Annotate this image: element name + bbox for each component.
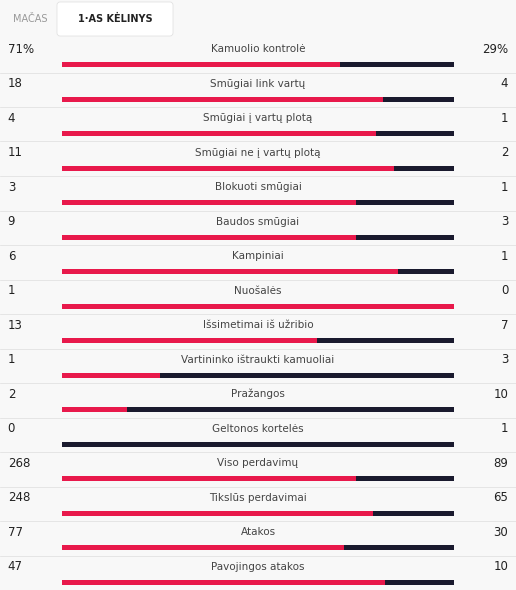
Text: 3: 3 [501, 215, 508, 228]
Bar [356, 235, 454, 240]
Text: 1: 1 [8, 353, 15, 366]
Text: Pražangos: Pražangos [231, 389, 285, 399]
Bar [62, 442, 454, 447]
Text: 10: 10 [493, 560, 508, 573]
Bar [62, 201, 454, 205]
Text: 0: 0 [8, 422, 15, 435]
Text: 6: 6 [8, 250, 15, 263]
Text: 1: 1 [501, 250, 508, 263]
Text: 9: 9 [8, 215, 15, 228]
Bar [356, 201, 454, 205]
Bar [62, 442, 454, 447]
Text: 3: 3 [501, 353, 508, 366]
Bar [62, 132, 376, 136]
Bar [62, 63, 341, 67]
Text: 1: 1 [8, 284, 15, 297]
Bar [62, 511, 454, 516]
Text: 268: 268 [8, 457, 30, 470]
Bar [127, 408, 454, 412]
Text: 248: 248 [8, 491, 30, 504]
Text: Pavojingos atakos: Pavojingos atakos [211, 562, 305, 572]
Text: 1: 1 [501, 181, 508, 194]
Text: 47: 47 [8, 560, 23, 573]
Text: Išsimetimai iš užribio: Išsimetimai iš užribio [203, 320, 313, 330]
Bar [62, 545, 454, 550]
Bar [357, 476, 454, 481]
Bar [62, 97, 383, 102]
Text: 18: 18 [8, 77, 23, 90]
Bar [394, 166, 454, 171]
Bar [62, 304, 454, 309]
Bar [383, 97, 454, 102]
FancyBboxPatch shape [57, 2, 173, 36]
Text: 10: 10 [493, 388, 508, 401]
Text: 0: 0 [501, 284, 508, 297]
Bar [62, 235, 356, 240]
Bar [317, 339, 454, 343]
Bar [62, 476, 454, 481]
Bar [62, 408, 454, 412]
Bar [62, 166, 394, 171]
Bar [62, 580, 454, 585]
Text: 71%: 71% [8, 42, 34, 55]
Text: Atakos: Atakos [240, 527, 276, 537]
Text: Tikslūs perdavimai: Tikslūs perdavimai [209, 493, 307, 503]
Text: Baudos smūgiai: Baudos smūgiai [216, 217, 300, 227]
Bar [62, 201, 356, 205]
Bar [62, 63, 454, 67]
Bar [62, 339, 454, 343]
Bar [344, 545, 454, 550]
Text: 29%: 29% [482, 42, 508, 55]
Text: 11: 11 [8, 146, 23, 159]
Bar [398, 270, 454, 274]
Text: 4: 4 [8, 112, 15, 124]
Bar [160, 373, 454, 378]
Text: MAČAS: MAČAS [13, 14, 47, 24]
Text: 1: 1 [501, 422, 508, 435]
Text: 2: 2 [501, 146, 508, 159]
Text: 3: 3 [8, 181, 15, 194]
Text: 65: 65 [493, 491, 508, 504]
Bar [62, 373, 160, 378]
Bar [62, 166, 454, 171]
Bar [62, 304, 454, 309]
Text: Geltonos kortelės: Geltonos kortelės [212, 424, 304, 434]
Text: 30: 30 [493, 526, 508, 539]
Text: Nuošalės: Nuošalės [234, 286, 282, 296]
Bar [62, 580, 385, 585]
Text: Viso perdavimų: Viso perdavimų [217, 458, 299, 468]
Bar [62, 270, 454, 274]
Bar [341, 63, 454, 67]
Bar [62, 132, 454, 136]
Text: 1·AS KĖLINYS: 1·AS KĖLINYS [78, 14, 152, 24]
Text: Kamuolio kontrolė: Kamuolio kontrolė [211, 44, 305, 54]
Bar [62, 545, 344, 550]
Text: Blokuoti smūgiai: Blokuoti smūgiai [215, 182, 301, 192]
Bar [373, 511, 454, 516]
Bar [62, 339, 317, 343]
Text: Kampiniai: Kampiniai [232, 251, 284, 261]
Text: 77: 77 [8, 526, 23, 539]
Text: 7: 7 [501, 319, 508, 332]
Bar [385, 580, 454, 585]
Bar [62, 476, 357, 481]
Text: 1: 1 [501, 112, 508, 124]
Text: Smūgiai ne į vartų plotą: Smūgiai ne į vartų plotą [195, 148, 321, 158]
Text: 2: 2 [8, 388, 15, 401]
Bar [62, 270, 398, 274]
Bar [62, 235, 454, 240]
Bar [376, 132, 454, 136]
Bar [62, 373, 454, 378]
Bar [62, 408, 127, 412]
Text: 4: 4 [501, 77, 508, 90]
Bar [62, 97, 454, 102]
Text: 13: 13 [8, 319, 23, 332]
Text: Smūgiai į vartų plotą: Smūgiai į vartų plotą [203, 113, 313, 123]
Text: 89: 89 [493, 457, 508, 470]
Text: Vartininko ištraukti kamuoliai: Vartininko ištraukti kamuoliai [182, 355, 334, 365]
Text: Smūgiai link vartų: Smūgiai link vartų [211, 78, 305, 88]
Bar [62, 511, 373, 516]
